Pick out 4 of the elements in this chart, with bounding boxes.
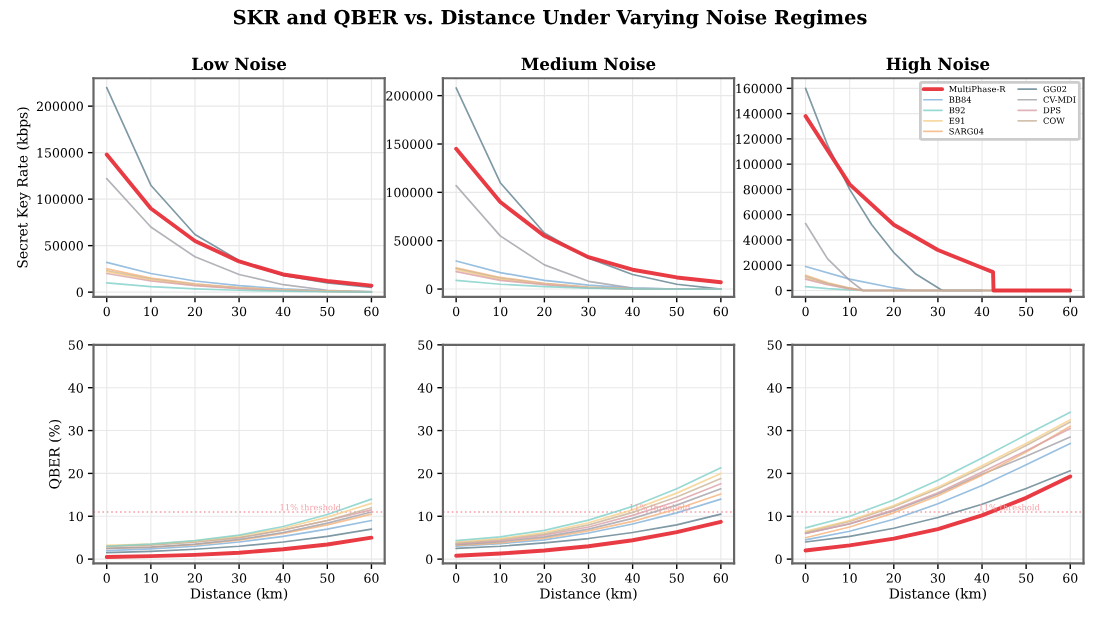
chart-title: Medium Noise [521,57,656,71]
text: SKR and QBER vs. Distance Under Varying Noise Regimes [233,9,867,29]
chart-title: Low Noise [192,57,287,71]
chart-title: High Noise [886,57,990,74]
